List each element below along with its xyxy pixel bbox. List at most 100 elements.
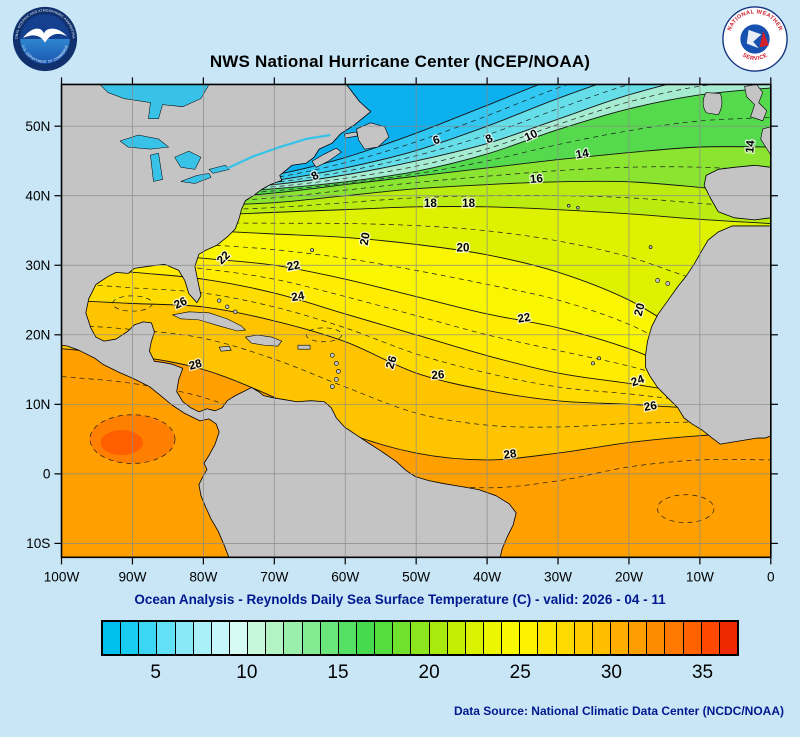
contour-label: 22 (286, 258, 301, 273)
contour-label: 22 (517, 311, 532, 326)
antilles-island (336, 369, 341, 374)
colorbar-tick-label: 10 (236, 662, 258, 683)
x-tick-label: 0 (767, 570, 775, 585)
lake-huron (174, 150, 202, 170)
noaa-sea-half (20, 39, 70, 64)
colorbar-cell (193, 622, 212, 654)
hispaniola-island (244, 334, 283, 347)
canary-island (655, 278, 660, 283)
colorbar-cell (538, 622, 557, 654)
closed-contour-loop (656, 494, 715, 523)
colorbar-cell (211, 622, 230, 654)
puerto-rico-island (297, 344, 311, 350)
contour-label: 20 (358, 231, 373, 246)
y-tick-label: 50N (25, 119, 50, 134)
sst-analysis-map: 100W 90W 80W 70W 60W 50W 40W 30W 20W 10W 0 50N 40N 30… (25, 77, 778, 585)
temperature-colorbar: 5 10 15 20 25 30 35 (101, 620, 739, 688)
y-tick-label: 10N (25, 397, 50, 412)
newfoundland-island (356, 122, 390, 150)
contour-label: 18 (462, 197, 475, 210)
y-tick-label: 0 (43, 467, 51, 482)
colorbar-cell (338, 622, 357, 654)
canary-island (665, 281, 671, 286)
cape-verde-island (597, 356, 601, 361)
antilles-island (329, 384, 335, 389)
bahamas-island (233, 309, 238, 314)
contour-label: 20 (456, 241, 469, 254)
colorbar-cell (248, 622, 267, 654)
colorbar-cell (121, 622, 140, 654)
nws-ring-text-bottom: SERVICE (741, 52, 768, 62)
bahamas-island (217, 298, 222, 303)
colorbar-tick-label: 30 (600, 662, 622, 683)
colorbar-cell (139, 622, 158, 654)
map-subtitle: Ocean Analysis - Reynolds Daily Sea Surf… (134, 592, 666, 607)
lake-michigan (150, 152, 163, 182)
axis-ticks: 100W 90W 80W 70W 60W 50W 40W 30W 20W 10W 0 50N 40N 30… (25, 77, 778, 585)
nws-logo: NATIONAL WEATHER SERVICE (722, 6, 788, 72)
colorbar-tick-label: 20 (418, 662, 440, 683)
contour-label: 26 (383, 354, 400, 371)
colorbar-tick-label: 5 (150, 662, 161, 683)
colorbar-cell (483, 622, 503, 654)
x-tick-label: 100W (44, 570, 80, 585)
colorbar-cells (101, 620, 739, 656)
contour-label: 16 (529, 172, 544, 186)
x-tick-label: 10W (686, 570, 714, 585)
colorbar-cell (447, 622, 466, 654)
colorbar-cell (229, 622, 249, 654)
x-tick-label: 60W (331, 570, 359, 585)
colorbar-tick-labels: 5 10 15 20 25 30 35 (101, 662, 739, 688)
colorbar-tick-label: 15 (327, 662, 349, 683)
jamaica-island (218, 345, 232, 352)
bahamas-island (225, 304, 230, 309)
colorbar-cell (592, 622, 611, 654)
france-coast (760, 126, 771, 156)
bermuda-island (310, 248, 315, 253)
x-tick-label: 50W (402, 570, 430, 585)
lake-ontario (208, 165, 230, 174)
colorbar-cell (393, 622, 412, 654)
y-tick-label: 20N (25, 328, 50, 343)
colorbar-cell (574, 622, 593, 654)
great-britain-island (744, 84, 768, 122)
data-source-note: Data Source: National Climatic Data Cent… (453, 704, 784, 718)
colorbar-cell (320, 622, 339, 654)
st-lawrence-river (226, 133, 331, 170)
colorbar-cell (302, 622, 321, 654)
colorbar-cell (520, 622, 539, 654)
madeira-island (648, 245, 653, 249)
colorbar-cell (375, 622, 394, 654)
colorbar-cell (647, 622, 666, 654)
colorbar-cell (411, 622, 430, 654)
colorbar-cell (103, 622, 122, 654)
colorbar-cell (502, 622, 521, 654)
contour-label: 14 (743, 139, 757, 154)
colorbar-cell (665, 622, 684, 654)
antilles-island (329, 352, 335, 358)
antilles-island (334, 377, 339, 382)
colorbar-cell (465, 622, 484, 654)
closed-contour-loop (89, 414, 176, 464)
colorbar-tick-label: 35 (691, 662, 714, 683)
x-tick-label: 70W (260, 570, 288, 585)
colorbar-tick-label: 25 (509, 662, 531, 683)
colorbar-cell (683, 622, 702, 654)
x-tick-label: 90W (118, 570, 146, 585)
cuba-island (171, 311, 247, 332)
colorbar-cell (701, 622, 720, 654)
page-title: NWS National Hurricane Center (NCEP/NOAA… (209, 52, 591, 71)
colorbar-cell (356, 622, 376, 654)
colorbar-cell (266, 622, 285, 654)
americas-landmass (61, 84, 517, 558)
colorbar-cell (429, 622, 448, 654)
y-tick-label: 10S (26, 536, 50, 551)
colorbar-cell (175, 622, 194, 654)
warm-anomaly-blob (100, 430, 144, 456)
cape-verde-island (591, 361, 595, 366)
noaa-logo: NATIONAL OCEANIC AND ATMOSPHERIC ADMINIS… (11, 3, 78, 72)
x-tick-label: 80W (189, 570, 217, 585)
x-tick-label: 40W (473, 570, 501, 585)
x-tick-label: 20W (615, 570, 643, 585)
nws-map-shape (746, 29, 762, 49)
